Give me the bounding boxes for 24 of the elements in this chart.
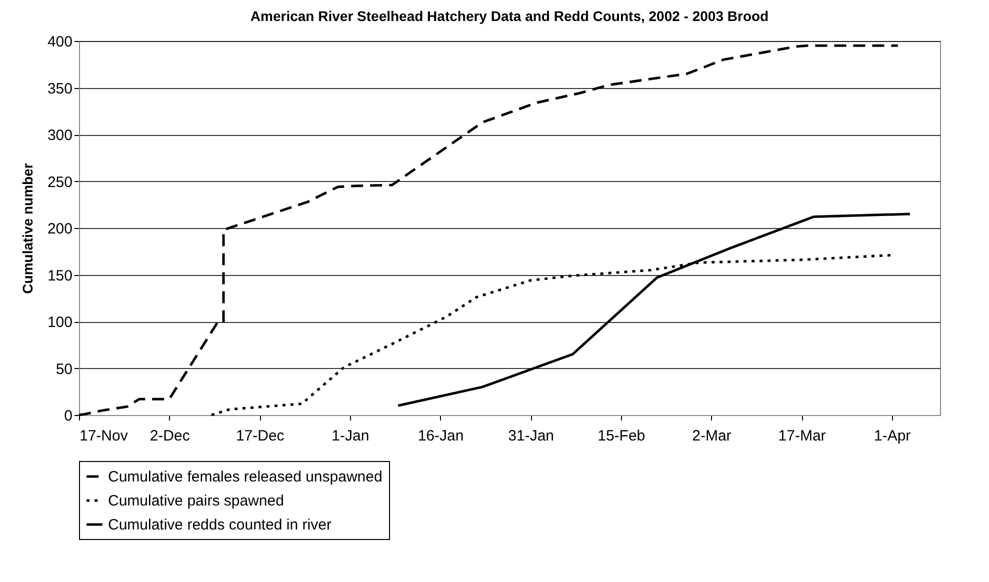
x-tick-label: 16-Jan (418, 428, 464, 444)
legend-label: Cumulative redds counted in river (108, 516, 332, 534)
y-tick-label: 400 (47, 34, 72, 50)
x-tick-label: 17-Mar (778, 428, 826, 444)
x-tick-label: 31-Jan (508, 428, 554, 444)
y-tick-label: 100 (47, 314, 72, 331)
y-tick-label: 350 (47, 80, 72, 98)
y-tick-label: 50 (56, 360, 72, 378)
y-tick-label: 300 (47, 127, 72, 144)
y-axis-title: Cumulative number (19, 162, 36, 294)
y-tick-label: 200 (47, 220, 72, 238)
x-tick-label: 2-Mar (692, 428, 732, 444)
x-tick-label: 15-Feb (598, 428, 646, 444)
x-tick-label: 2-Dec (150, 428, 190, 444)
x-tick-label: 1-Apr (874, 428, 911, 444)
y-tick-label: 0 (64, 408, 72, 424)
chart-title: American River Steelhead Hatchery Data and Redd Counts, 2002 - 2003 Brood (250, 8, 769, 24)
y-tick-label: 250 (47, 174, 72, 191)
x-tick-label: 17-Dec (236, 428, 285, 444)
legend-label: Cumulative females released unspawned (108, 468, 382, 486)
legend-label: Cumulative pairs spawned (108, 492, 284, 510)
y-tick-label: 150 (47, 267, 72, 284)
x-tick-label: 1-Jan (332, 428, 370, 444)
x-tick-label: 17-Nov (80, 428, 128, 444)
